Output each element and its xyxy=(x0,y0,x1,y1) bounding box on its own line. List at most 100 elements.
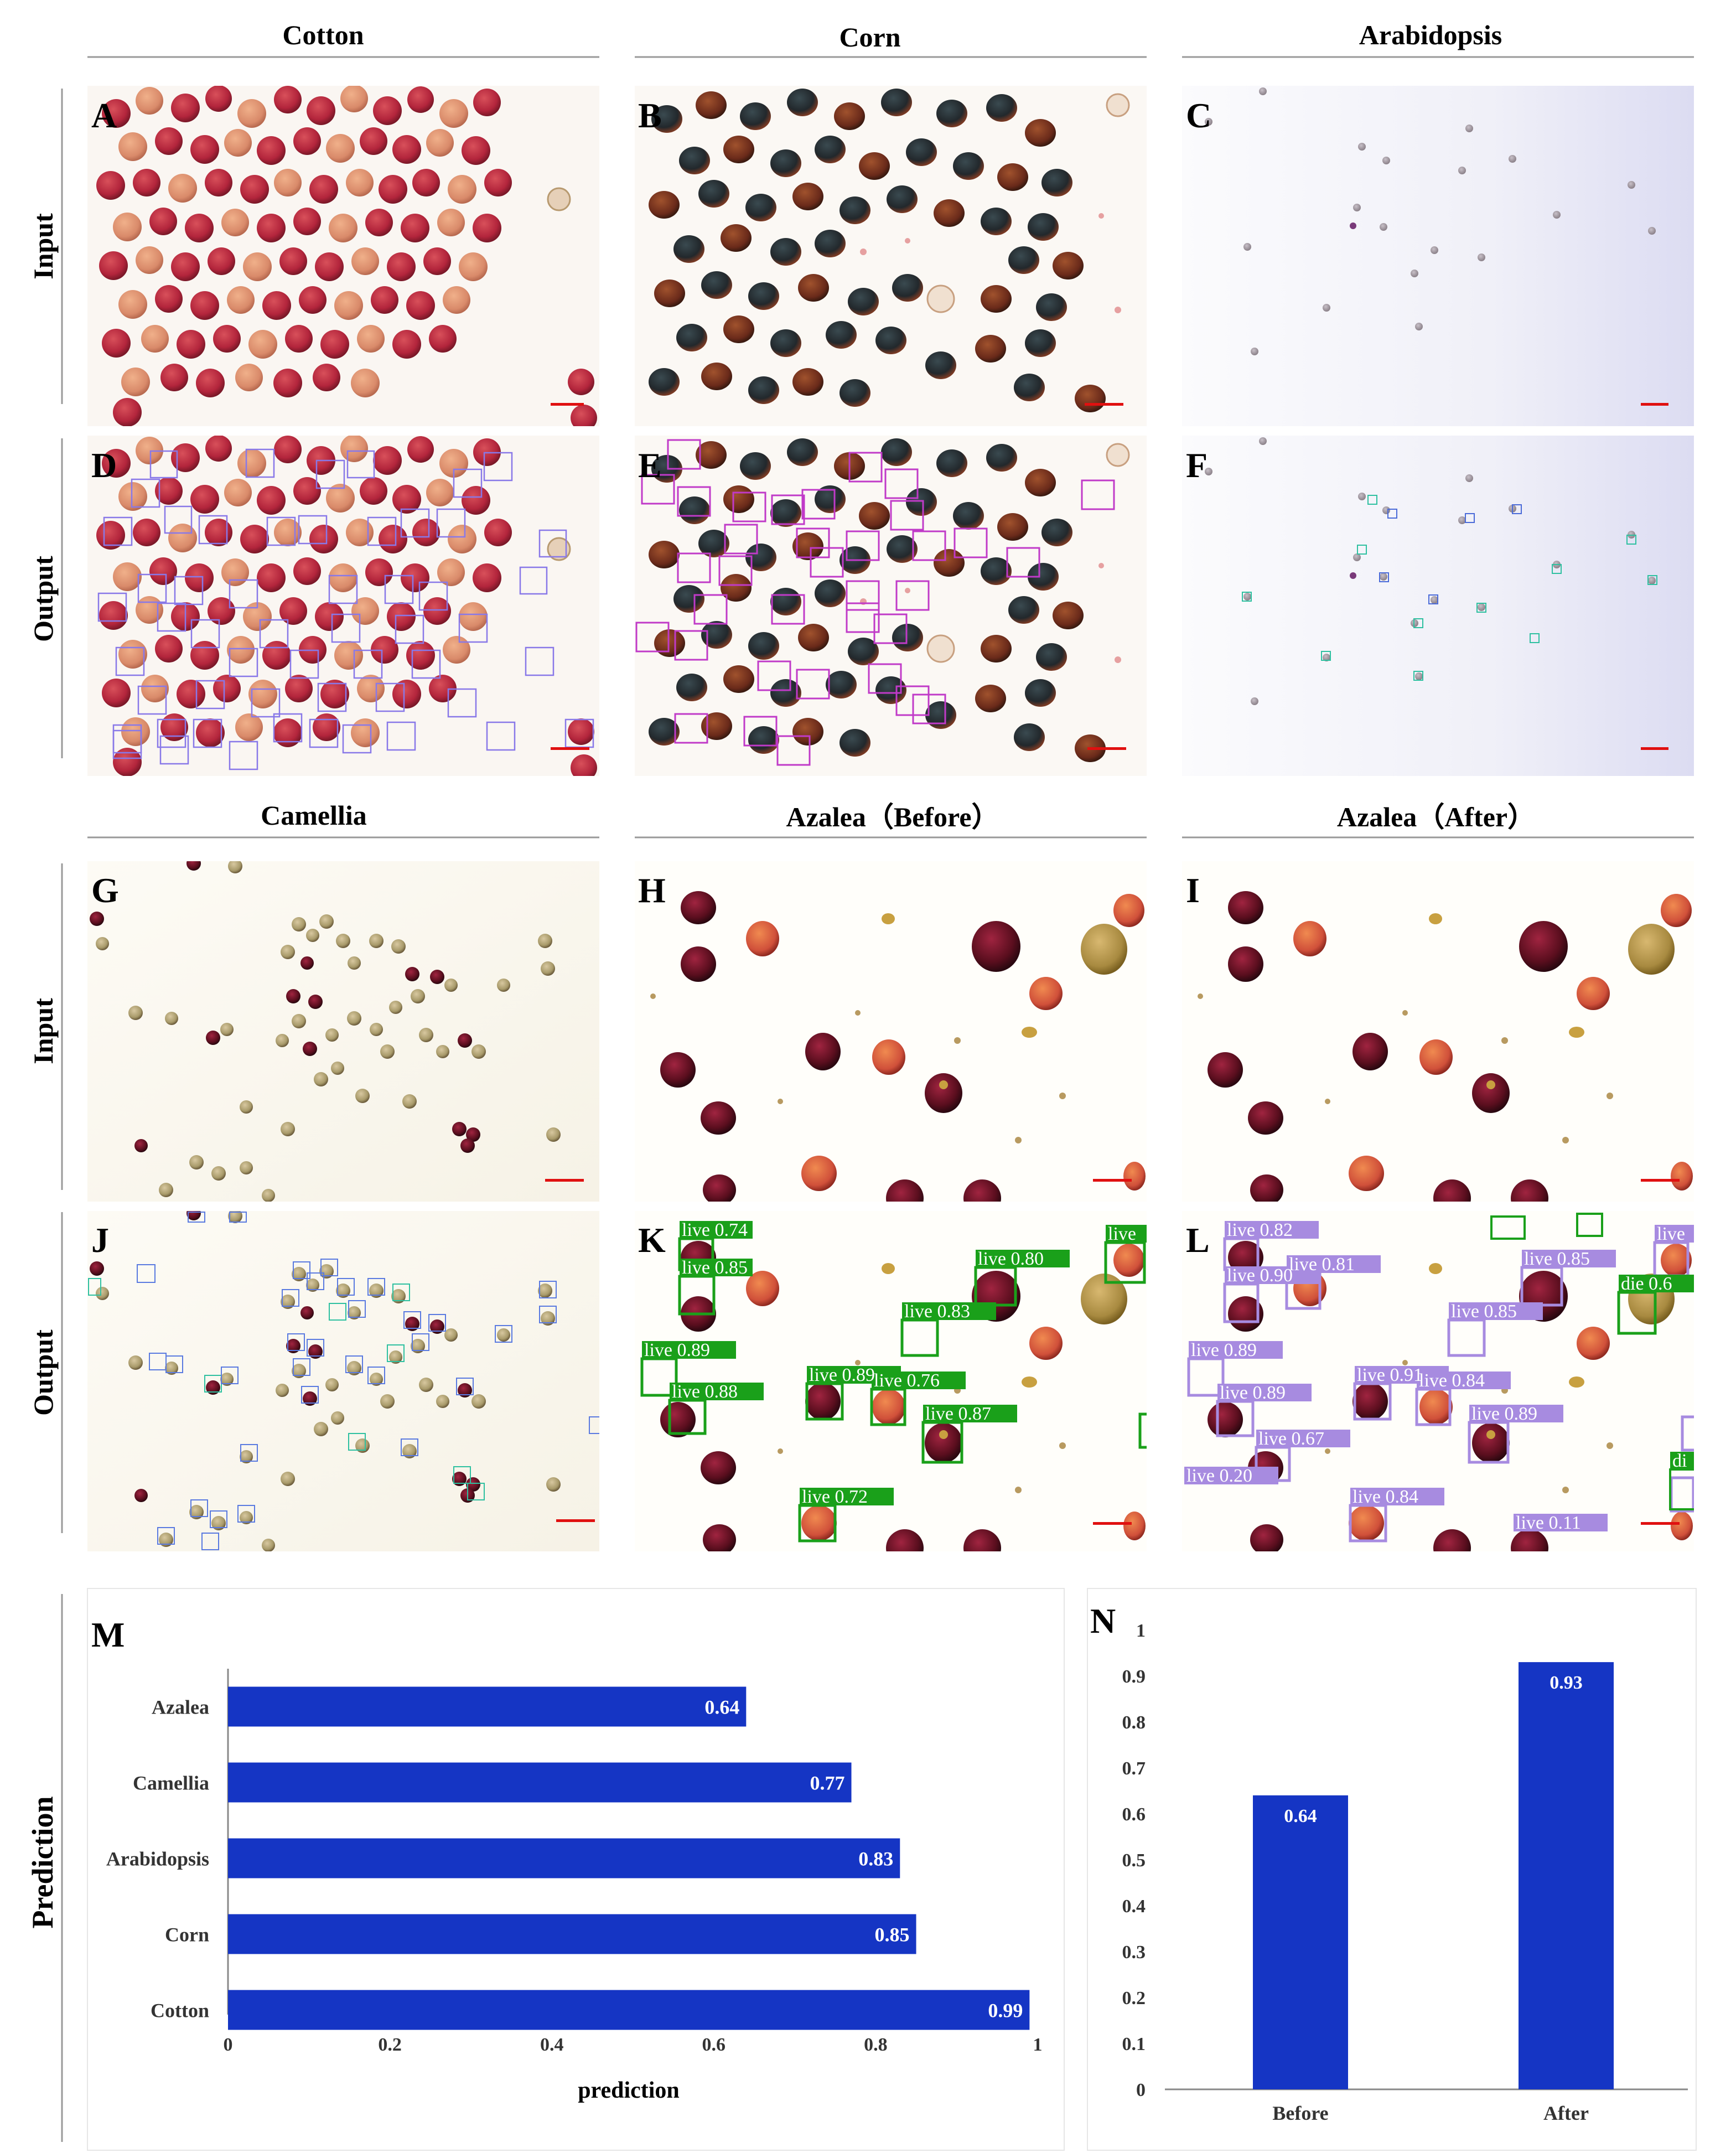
row-label-output: Output xyxy=(28,556,59,642)
value-label: 0.77 xyxy=(810,1772,845,1794)
y-tick-label: 0 xyxy=(1136,2080,1146,2100)
panel-b-corn-input xyxy=(635,86,1147,426)
x-tick-label: 0.4 xyxy=(540,2035,564,2055)
column-title-arabidopsis: Arabidopsis xyxy=(1359,19,1502,50)
panel-letter-n: N xyxy=(1090,1601,1116,1640)
scale-bar xyxy=(1641,747,1668,750)
y-tick-label: 0.8 xyxy=(1122,1712,1146,1733)
panel-letter-f: F xyxy=(1186,446,1208,485)
x-tick-label: 1 xyxy=(1033,2035,1043,2055)
panel-c-arabidopsis-input xyxy=(1182,86,1694,426)
y-tick-label: 0.4 xyxy=(1122,1896,1146,1917)
scale-bar xyxy=(556,1519,595,1522)
column-title-azalea-after: Azalea（After） xyxy=(1337,801,1535,832)
detection-label: live 0.72 xyxy=(802,1487,868,1507)
detection-label: live 0.74 xyxy=(682,1220,748,1240)
detection-label: live 0.89 xyxy=(809,1365,875,1385)
value-label: 0.64 xyxy=(1284,1806,1317,1826)
detection-label: live 0.89 xyxy=(1471,1404,1537,1424)
y-tick-label: 0.2 xyxy=(1122,1988,1146,2009)
panel-letter-m: M xyxy=(91,1615,125,1654)
x-axis-label: prediction xyxy=(578,2078,680,2103)
prediction-section: Prediction xyxy=(26,1588,1697,2151)
row-label-input: Input xyxy=(28,998,59,1064)
detection-label: live 0.76 xyxy=(874,1370,940,1391)
detection-label: live 0.84 xyxy=(1419,1370,1485,1391)
panel-letter-a: A xyxy=(91,96,117,135)
detection-labels xyxy=(1184,1221,1694,1531)
panel-j-camellia-output xyxy=(87,1211,599,1551)
detection-boxes xyxy=(97,448,594,770)
column-headers-top: Cotton Corn Arabidopsis xyxy=(87,19,1694,58)
detection-label: di xyxy=(1672,1451,1687,1471)
bar-after xyxy=(1519,1662,1614,2089)
panel-l-azalea-after-output: live 0.82 live 0.81 live 0.90 live 0.85 … xyxy=(1182,1211,1694,1551)
y-tick-label: 0.7 xyxy=(1122,1758,1146,1779)
bar-camellia xyxy=(228,1762,852,1803)
detection-label: live 0.91 xyxy=(1357,1365,1423,1385)
value-label: 0.85 xyxy=(875,1924,910,1946)
detection-label: live 0.89 xyxy=(1220,1383,1286,1403)
scale-bar xyxy=(1087,747,1126,750)
panel-letter-i: I xyxy=(1186,871,1200,910)
category-label: Camellia xyxy=(133,1772,209,1794)
detection-label: live 0.88 xyxy=(672,1381,738,1402)
value-label: 0.83 xyxy=(858,1848,893,1870)
category-label: Cotton xyxy=(151,2000,209,2022)
scale-bar xyxy=(1093,1179,1132,1182)
value-label: 0.99 xyxy=(988,2000,1023,2022)
detection-label: live 0.84 xyxy=(1352,1487,1418,1507)
scale-bar xyxy=(1641,403,1668,406)
value-label: 0.64 xyxy=(704,1696,739,1719)
scale-bar xyxy=(551,403,584,406)
bar-cotton xyxy=(228,1990,1030,2030)
panel-h-azalea-before-input xyxy=(635,861,1147,1202)
panel-a-cotton-input xyxy=(87,86,599,426)
value-label: 0.93 xyxy=(1550,1673,1583,1693)
panel-letter-c: C xyxy=(1186,96,1211,135)
detection-label: live 0.90 xyxy=(1227,1265,1293,1286)
panel-letter-h: H xyxy=(638,871,666,910)
scale-bar xyxy=(545,1179,584,1182)
y-tick-label: 0.5 xyxy=(1122,1850,1146,1871)
panel-letter-e: E xyxy=(638,446,662,485)
scale-bar xyxy=(1641,1522,1680,1525)
category-label: Corn xyxy=(165,1924,209,1946)
row-label-input: Input xyxy=(28,213,59,280)
chart-n-before-after: 0 0.1 0.2 0.3 0.4 0.5 0.6 0.7 0.8 0.9 1 0.64 Before 0… xyxy=(1122,1621,1688,2124)
detection-label: live 0.11 xyxy=(1516,1513,1581,1533)
detection-label: live xyxy=(1108,1224,1136,1244)
chart-n-frame xyxy=(1087,1588,1697,2151)
bar-corn xyxy=(228,1914,916,1954)
chart-m-prediction-by-species: prediction Azalea 0.64 Camellia 0.77 Arabido… xyxy=(106,1669,1043,2103)
category-label: Before xyxy=(1272,2102,1328,2124)
column-title-camellia: Camellia xyxy=(261,800,367,831)
row-label-output: Output xyxy=(28,1329,59,1416)
y-tick-label: 0.1 xyxy=(1122,2034,1146,2054)
detection-label: live 0.85 xyxy=(1451,1301,1517,1322)
column-title-azalea-before: Azalea（Before） xyxy=(786,801,999,832)
y-tick-label: 0.9 xyxy=(1122,1666,1146,1687)
column-headers-bottom: Camellia Azalea（Before） Azalea（After） xyxy=(87,800,1694,839)
panel-letter-g: G xyxy=(91,871,119,910)
scale-bar xyxy=(1641,1179,1680,1182)
column-title-cotton: Cotton xyxy=(282,19,364,50)
detection-label: live 0.89 xyxy=(644,1340,710,1360)
detection-boxes xyxy=(1242,495,1657,681)
panel-letter-b: B xyxy=(638,96,662,135)
panel-e-corn-output xyxy=(635,436,1147,776)
chart-m-frame xyxy=(87,1588,1065,2151)
bar-azalea xyxy=(228,1686,747,1727)
x-tick-label: 0.6 xyxy=(702,2035,726,2055)
panel-letter-j: J xyxy=(91,1220,109,1260)
bar-arabidopsis xyxy=(228,1838,900,1878)
panel-k-azalea-before-output: live 0.74 live 0.85 live 0.80 live live … xyxy=(635,1211,1147,1551)
category-label: Arabidopsis xyxy=(106,1848,209,1870)
detection-label: live 0.67 xyxy=(1258,1429,1324,1449)
detection-label: live 0.83 xyxy=(904,1301,970,1322)
panel-letter-k: K xyxy=(638,1220,666,1260)
detection-label: live 0.82 xyxy=(1227,1220,1293,1240)
x-tick-label: 0.2 xyxy=(378,2035,402,2055)
scale-bar xyxy=(551,747,589,750)
